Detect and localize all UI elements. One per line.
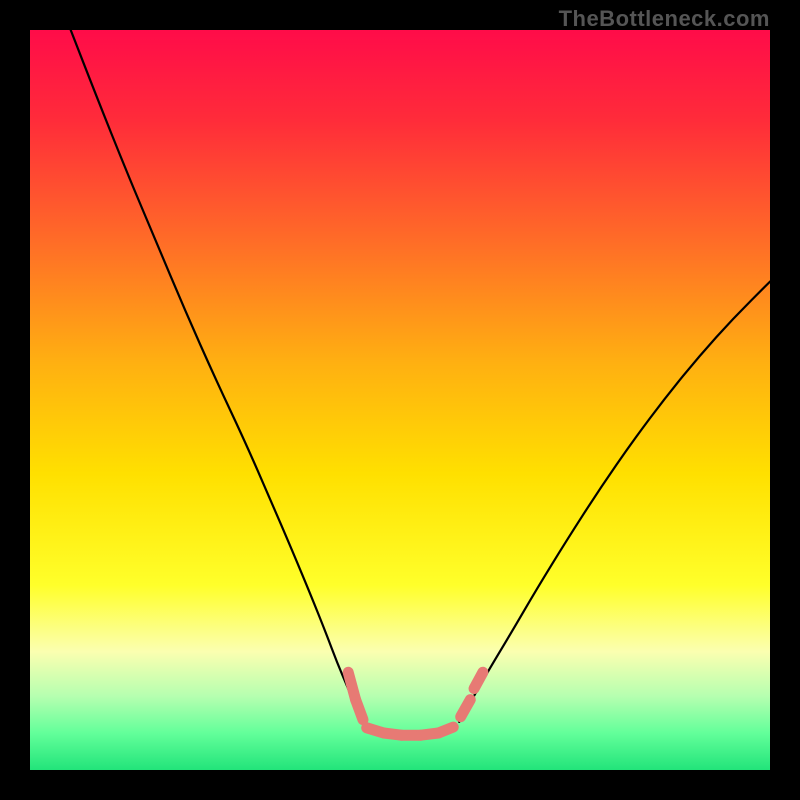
watermark-text: TheBottleneck.com (559, 6, 770, 32)
notch-segment (474, 672, 483, 688)
bottleneck-curve (459, 282, 770, 722)
notch-segment (461, 700, 471, 717)
notch-segment (438, 727, 453, 733)
bottleneck-curve (71, 30, 363, 722)
chart-layer (0, 0, 800, 800)
canvas: TheBottleneck.com (0, 0, 800, 800)
notch-segment (356, 700, 363, 720)
